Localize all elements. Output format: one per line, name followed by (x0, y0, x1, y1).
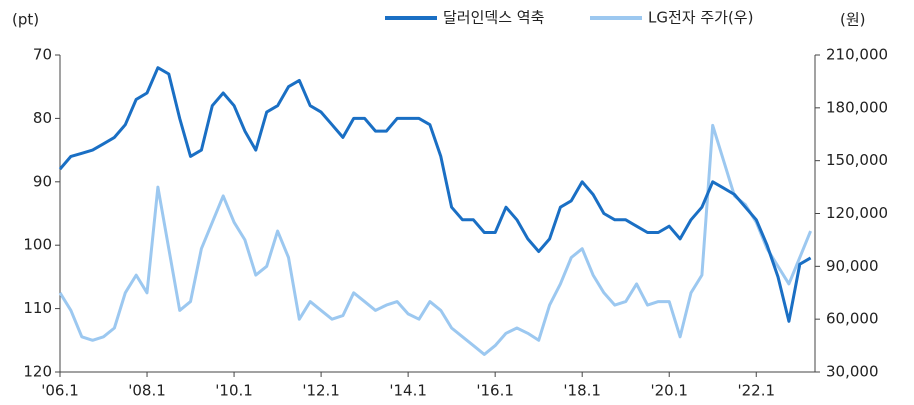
legend-label: LG전자 주가(우) (648, 9, 753, 27)
y-tick-label: 110 (23, 299, 52, 317)
y2-tick-label: 120,000 (826, 204, 888, 222)
y-axis-label: (pt) (12, 11, 39, 29)
x-tick-label: '16.1 (476, 382, 514, 400)
y2-tick-label: 90,000 (826, 257, 879, 275)
x-tick-label: '06.1 (41, 382, 79, 400)
series-line (58, 123, 812, 356)
y2-tick-label: 210,000 (826, 46, 888, 64)
y-tick-label: 80 (33, 109, 52, 127)
y-tick-label: 120 (23, 363, 52, 381)
y2-tick-label: 30,000 (826, 363, 879, 381)
y2-axis-label: (원) (840, 11, 866, 29)
x-tick-label: '10.1 (215, 382, 253, 400)
x-tick-label: '18.1 (563, 382, 601, 400)
series-line (58, 66, 812, 323)
y2-tick-label: 180,000 (826, 98, 888, 116)
y-tick-label: 90 (33, 172, 52, 190)
x-tick-label: '12.1 (302, 382, 340, 400)
x-tick-label: '08.1 (128, 382, 166, 400)
legend-label: 달러인덱스 역축 (443, 9, 544, 27)
y-tick-label: 100 (23, 236, 52, 254)
x-tick-label: '20.1 (650, 382, 688, 400)
x-tick-label: '14.1 (389, 382, 427, 400)
y2-tick-label: 150,000 (826, 151, 888, 169)
x-tick-label: '22.1 (737, 382, 775, 400)
y2-tick-label: 60,000 (826, 310, 879, 328)
y-tick-label: 70 (33, 46, 52, 64)
